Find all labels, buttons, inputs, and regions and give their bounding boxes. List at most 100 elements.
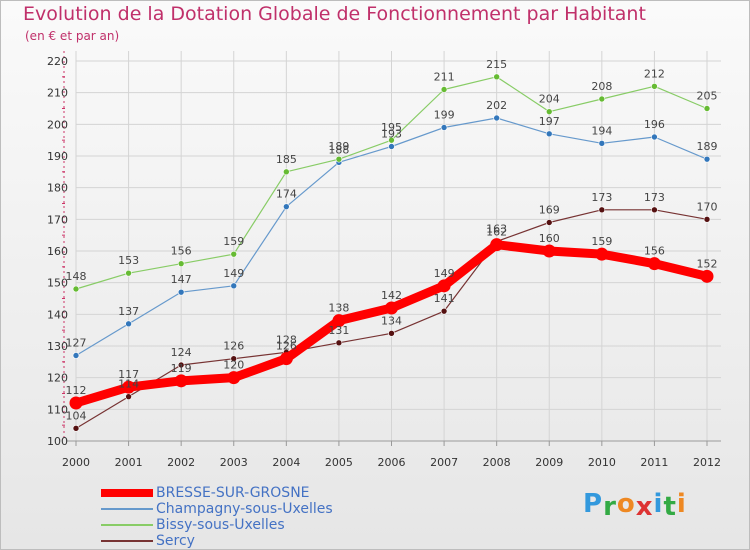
data-point <box>703 216 711 223</box>
data-point <box>598 95 606 103</box>
logo-letter: o <box>616 489 636 519</box>
data-label: 126 <box>276 340 297 353</box>
data-point <box>388 136 395 144</box>
y-tick-label: 120 <box>47 372 68 385</box>
legend-swatch <box>101 508 153 510</box>
data-point <box>651 83 658 90</box>
data-label: 174 <box>276 188 297 201</box>
data-point <box>335 155 343 163</box>
x-tick-label: 2001 <box>115 456 143 469</box>
data-point <box>490 238 504 252</box>
data-label: 147 <box>171 273 192 286</box>
data-label: 127 <box>66 337 87 350</box>
data-label: 159 <box>223 235 244 248</box>
data-point <box>125 320 132 328</box>
x-tick-label: 2004 <box>272 456 300 469</box>
data-point <box>651 133 658 141</box>
x-tick-label: 2007 <box>430 456 458 469</box>
data-label: 204 <box>539 93 560 106</box>
data-point <box>279 352 293 366</box>
x-tick-label: 2009 <box>535 456 563 469</box>
y-tick-label: 220 <box>47 55 68 68</box>
logo-letter: i <box>676 489 687 519</box>
x-tick-label: 2012 <box>693 456 721 469</box>
data-label: 195 <box>381 121 402 134</box>
x-tick-label: 2008 <box>483 456 511 469</box>
y-tick-label: 200 <box>47 118 68 131</box>
data-point <box>230 355 238 362</box>
data-label: 205 <box>697 90 718 103</box>
x-tick-label: 2005 <box>325 456 353 469</box>
data-point <box>598 140 606 147</box>
data-label: 134 <box>381 314 402 327</box>
data-point <box>595 247 609 261</box>
series-lines <box>69 73 714 432</box>
y-tick-label: 140 <box>47 308 68 321</box>
data-point <box>177 260 185 267</box>
data-point <box>125 269 132 277</box>
data-label: 162 <box>486 226 507 239</box>
data-point <box>598 206 606 214</box>
x-tick-label: 2006 <box>378 456 406 469</box>
data-label: 202 <box>486 99 507 112</box>
y-tick-label: 190 <box>47 150 68 163</box>
x-tick-label: 2000 <box>62 456 90 469</box>
data-label: 189 <box>328 140 349 153</box>
data-label: 114 <box>118 378 139 391</box>
data-label: 189 <box>697 140 718 153</box>
y-tick-label: 210 <box>47 87 68 100</box>
data-point <box>493 73 500 81</box>
chart-title: Evolution de la Dotation Globale de Fonc… <box>23 3 646 25</box>
legend-label: Champagny-sous-Uxelles <box>156 501 333 517</box>
data-point <box>542 244 556 258</box>
data-point <box>385 301 398 315</box>
data-point <box>545 108 553 115</box>
x-tick-label: 2010 <box>588 456 616 469</box>
data-point <box>437 279 451 293</box>
data-point <box>72 352 80 359</box>
data-label: 124 <box>171 346 192 359</box>
data-label: 149 <box>434 267 455 280</box>
data-label: 160 <box>539 232 560 245</box>
data-point <box>174 374 188 388</box>
data-label: 159 <box>591 235 612 248</box>
data-label: 197 <box>539 115 560 128</box>
data-point <box>703 155 711 163</box>
logo-letter: P <box>583 489 604 519</box>
legend-label: BRESSE-SUR-GROSNE <box>156 485 310 501</box>
data-label: 117 <box>118 368 139 381</box>
data-label: 120 <box>223 359 244 372</box>
x-tick-label: 2002 <box>167 456 195 469</box>
logo-letter: i <box>653 489 664 519</box>
data-label: 156 <box>171 245 192 258</box>
y-tick-label: 180 <box>47 182 68 195</box>
data-labels: 112 117 119 120 126 138 142 149 162 160 159 156 152 1… <box>66 58 718 423</box>
logo-letter: x <box>635 492 654 522</box>
x-tick-labels: 2000 2001 2002 2003 2004 2005 2006 2007 2008 2009… <box>62 456 721 469</box>
data-point <box>177 288 185 296</box>
data-point <box>283 203 290 210</box>
data-point <box>440 86 448 93</box>
data-label: 215 <box>486 58 507 71</box>
data-label: 148 <box>66 270 87 283</box>
logo-letter: r <box>603 492 617 522</box>
data-label: 170 <box>697 200 718 213</box>
data-label: 193 <box>381 128 402 141</box>
data-label: 149 <box>223 267 244 280</box>
data-label: 152 <box>697 257 718 270</box>
data-point <box>388 143 395 150</box>
data-point <box>703 105 711 112</box>
data-label: 141 <box>434 292 455 305</box>
data-label: 156 <box>644 245 665 258</box>
data-label: 138 <box>328 302 349 315</box>
data-label: 104 <box>66 409 87 422</box>
data-label: 194 <box>591 124 612 137</box>
data-label: 126 <box>223 340 244 353</box>
legend-swatch <box>101 540 153 542</box>
y-tick-label: 100 <box>47 435 68 448</box>
data-point <box>651 206 658 214</box>
data-point <box>545 130 553 138</box>
data-point <box>230 250 238 258</box>
data-point <box>440 124 448 131</box>
